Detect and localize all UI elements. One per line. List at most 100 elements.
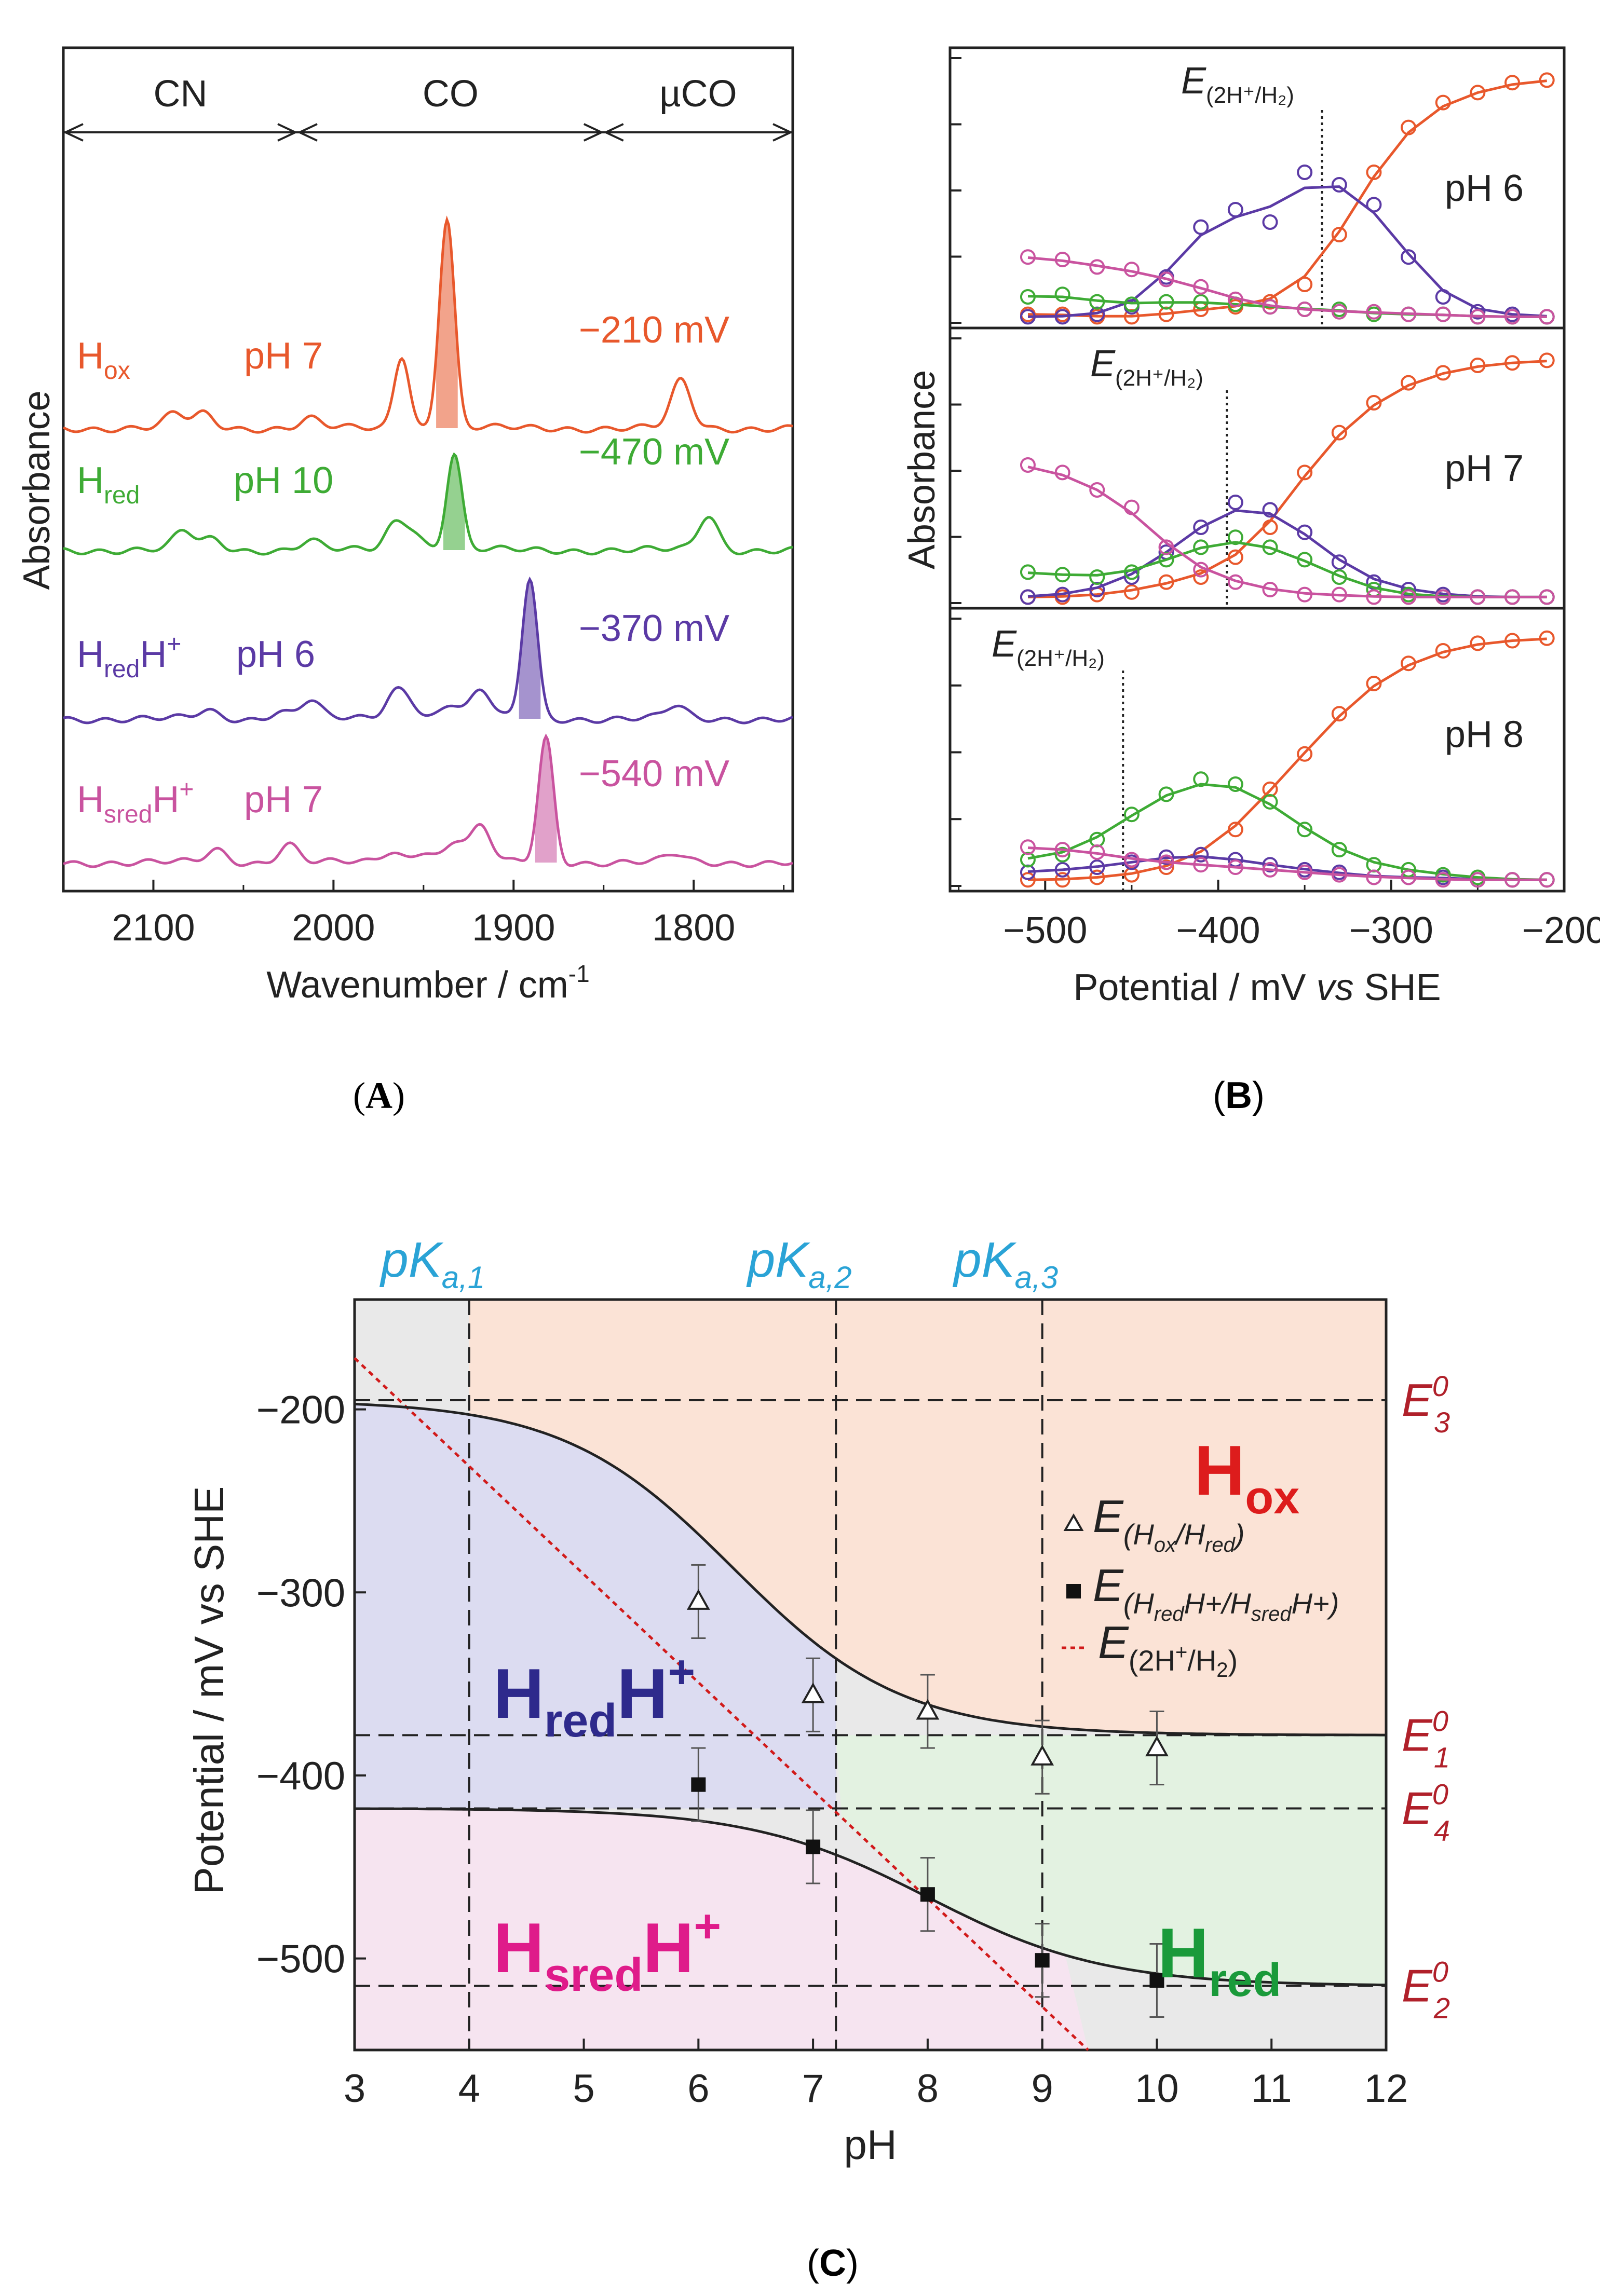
panel-a: CN CO µCO 2100 2000 1900 1800 Wavenumber / cm-1… [16, 46, 794, 1006]
pka-label: pKa,3 [952, 1232, 1058, 1295]
data-point [1227, 549, 1243, 565]
legend: E(Hox/Hred)E(HredH+/HsredH+)E(2H+/H2) [1062, 1491, 1339, 1682]
data-point [1297, 302, 1313, 317]
potential-label-hsredhp: −540 mV [579, 753, 729, 795]
data-point [1297, 746, 1313, 762]
data-point [1123, 807, 1140, 823]
data-point [1539, 352, 1555, 368]
data-point [1331, 586, 1347, 603]
data-point [1401, 862, 1417, 878]
data-point [1366, 589, 1382, 605]
state-label-hox: Hox [77, 335, 130, 385]
data-point [1158, 849, 1174, 865]
x-axis-label-c: pH [844, 2122, 897, 2168]
fit-curve [1027, 360, 1547, 598]
data-point [1504, 75, 1521, 91]
spectrum-hredhp [63, 576, 793, 725]
data-point [1089, 844, 1105, 860]
region-label-1: HredH+ [493, 1646, 695, 1747]
data-point [1227, 822, 1243, 838]
data-point [1089, 869, 1105, 885]
data-point [1470, 635, 1486, 651]
region-label: CN [153, 73, 207, 115]
x-tick-label-c: 8 [917, 2067, 939, 2111]
x-axis-label-b: Potential / mV vs SHE [1073, 967, 1441, 1008]
data-point [1331, 842, 1347, 858]
data-point [1262, 294, 1278, 310]
data-point [1331, 867, 1347, 883]
x-tick-label-a: 2000 [292, 907, 375, 949]
data-point [1401, 589, 1417, 605]
arrow-head-icon [583, 123, 602, 142]
data-point [1158, 294, 1174, 310]
arrow-head-icon [277, 123, 296, 142]
data-point [1158, 271, 1174, 288]
fit-curve [1027, 509, 1547, 598]
data-point [1539, 872, 1555, 888]
data-point [1193, 857, 1209, 873]
e0-label: E0 1 [1402, 1704, 1450, 1773]
data-point [1297, 864, 1313, 880]
region-label-0: Hox [1194, 1431, 1299, 1524]
data-point [1504, 309, 1521, 325]
h2-equilibrium-line [354, 1357, 1089, 2051]
data-point [1262, 582, 1278, 597]
triangle-marker [1145, 1735, 1169, 1757]
region-label-3: HsredH+ [493, 1901, 721, 2001]
data-point [1331, 177, 1347, 193]
data-point [1539, 589, 1555, 605]
caption-b: (B) [1213, 1075, 1265, 1116]
x-tick-label-c: 3 [344, 2067, 365, 2111]
x-tick-label-a: 1800 [652, 907, 735, 949]
subpanel-ph-label: pH 7 [1445, 448, 1524, 489]
x-tick-label-c: 11 [1251, 2067, 1292, 2111]
e0-label: E0 4 [1402, 1778, 1450, 1847]
data-point [1054, 252, 1070, 267]
pka-label: pKa,1 [379, 1232, 485, 1295]
data-point [1366, 165, 1382, 180]
plot-frame-b [948, 46, 1566, 893]
data-point [1089, 294, 1105, 310]
x-axis-label-a: Wavenumber / cm-1 [266, 960, 589, 1006]
potential-label-hredhp: −370 mV [579, 608, 729, 649]
data-point [1158, 574, 1174, 590]
triangle-marker [916, 1699, 940, 1720]
caption-c: (C) [807, 2243, 859, 2284]
data-point [1020, 564, 1036, 580]
data-point [1297, 552, 1313, 568]
data-point [1020, 309, 1036, 325]
data-point [1054, 872, 1070, 888]
spectrum-hox [63, 215, 793, 434]
caption-a: (A) [353, 1075, 405, 1116]
data-point [1054, 567, 1070, 583]
ph-label-hsredhp: pH 7 [244, 779, 323, 821]
data-point [1262, 862, 1278, 878]
x-tick-label-b: −200 [1522, 910, 1600, 951]
data-point [1470, 872, 1486, 888]
data-point [1020, 289, 1036, 305]
data-point [1054, 862, 1070, 878]
data-point [1020, 589, 1036, 605]
triangle-legend-icon [1063, 1513, 1084, 1531]
square-marker [1035, 1953, 1050, 1968]
data-point [1401, 869, 1417, 885]
subpanel-ph-label: pH 6 [1445, 168, 1524, 209]
equilibrium-potential-label: E(2H⁺/H₂) [992, 623, 1105, 671]
data-point [1297, 464, 1313, 481]
data-point [1435, 306, 1451, 322]
x-tick-label-a: 2100 [112, 907, 195, 949]
data-point [1123, 296, 1140, 312]
data-point [1470, 304, 1486, 320]
data-point [1020, 457, 1036, 473]
data-point [1366, 197, 1382, 213]
legend-label-square: E(HredH+/HsredH+) [1093, 1560, 1339, 1625]
data-point [1331, 554, 1347, 570]
data-point [1366, 304, 1382, 320]
pka-label: pKa,2 [746, 1232, 852, 1295]
data-point [1262, 299, 1278, 315]
data-point [1123, 262, 1140, 278]
data-point [1435, 94, 1451, 111]
state-label-hredhp: HredH+ [77, 631, 181, 683]
fit-curve [1027, 79, 1547, 318]
data-point [1089, 482, 1105, 498]
